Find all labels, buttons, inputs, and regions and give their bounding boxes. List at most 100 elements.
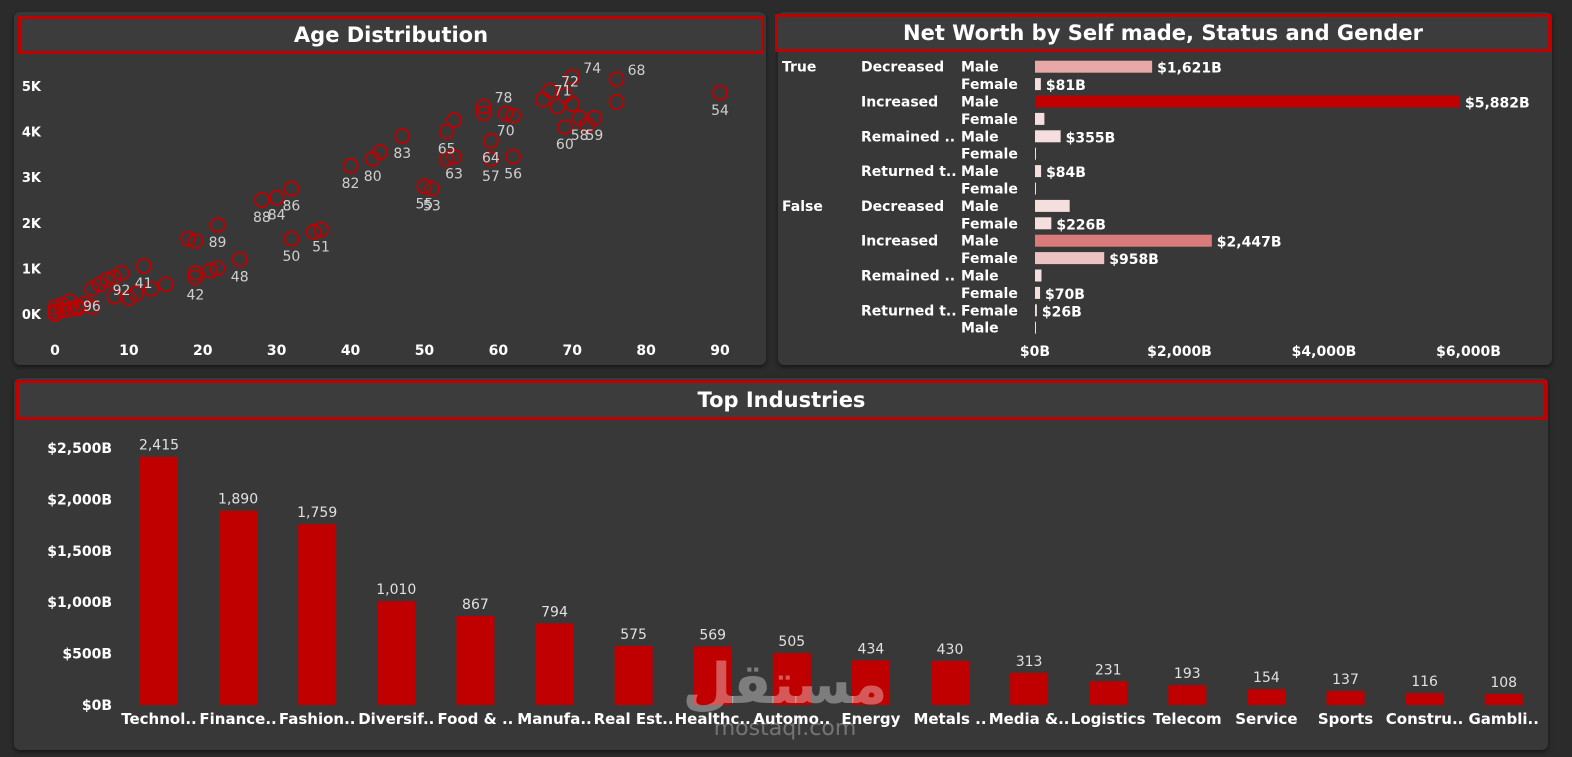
bar-value-label: 1,010 bbox=[376, 582, 416, 598]
bar-value-label: 569 bbox=[699, 628, 726, 644]
industry-bar bbox=[1089, 681, 1128, 705]
x-tick-label: 90 bbox=[710, 343, 730, 359]
x-tick-label: 20 bbox=[193, 343, 213, 359]
scatter-point bbox=[47, 299, 63, 316]
bar-value-label: 108 bbox=[1490, 675, 1517, 691]
industry-bar bbox=[140, 456, 178, 705]
bar-value-label: 1,890 bbox=[218, 492, 258, 508]
scatter-point bbox=[98, 271, 115, 288]
y-tick-label: $2,500B bbox=[47, 441, 112, 457]
y-tick-label: 5K bbox=[22, 80, 42, 95]
net-worth-bar bbox=[1035, 182, 1036, 195]
category-label: Constru.. bbox=[1386, 710, 1464, 728]
scatter-point bbox=[268, 189, 285, 206]
bar-value-label: 575 bbox=[620, 627, 647, 643]
scatter-point bbox=[416, 178, 433, 195]
scatter-point bbox=[372, 144, 389, 161]
y-tick-label: $1,000B bbox=[47, 595, 112, 611]
industry-bar bbox=[772, 653, 811, 705]
point-label: 41 bbox=[135, 276, 153, 292]
age-distribution-title: Age Distribution bbox=[18, 16, 764, 54]
status-label: Increased bbox=[861, 234, 938, 250]
bar-value-label: 505 bbox=[778, 634, 805, 650]
bar-value-label: 794 bbox=[541, 604, 568, 620]
point-label: 65 bbox=[438, 142, 456, 158]
x-tick-label: $4,000B bbox=[1292, 344, 1357, 360]
point-label: 96 bbox=[83, 299, 101, 315]
point-label: 60 bbox=[556, 137, 574, 153]
category-label: Gambli.. bbox=[1468, 710, 1538, 728]
y-tick-label: $0B bbox=[82, 698, 112, 714]
point-label: 58 bbox=[571, 128, 589, 144]
x-tick-label: 10 bbox=[119, 343, 139, 359]
gender-label: Male bbox=[961, 129, 999, 145]
point-label: 78 bbox=[495, 91, 513, 107]
point-label: 55 bbox=[416, 196, 434, 212]
net-worth-bar bbox=[1035, 112, 1045, 125]
scatter-point bbox=[446, 112, 462, 129]
net-worth-bar bbox=[1035, 165, 1042, 178]
industry-bar bbox=[1247, 689, 1286, 705]
industry-bar bbox=[298, 524, 337, 705]
x-tick-label: 70 bbox=[562, 343, 582, 359]
industry-bar bbox=[535, 623, 574, 705]
gender-label: Male bbox=[961, 269, 999, 285]
scatter-point bbox=[483, 151, 499, 167]
scatter-point bbox=[438, 123, 455, 140]
point-label: 57 bbox=[482, 169, 500, 185]
x-tick-label: $2,000B bbox=[1147, 344, 1212, 360]
gender-label: Male bbox=[961, 164, 999, 180]
top-industries-title: Top Industries bbox=[16, 380, 1547, 420]
gender-label: Female bbox=[961, 251, 1018, 267]
industry-bar bbox=[456, 615, 495, 705]
industry-bar bbox=[851, 660, 890, 705]
point-label: 74 bbox=[583, 61, 601, 77]
status-label: Remained .. bbox=[861, 129, 955, 145]
industry-bar bbox=[693, 646, 732, 705]
point-label: 48 bbox=[231, 269, 249, 285]
net-worth-bar bbox=[1035, 199, 1070, 212]
scatter-point bbox=[564, 96, 581, 113]
category-label: Media &.. bbox=[989, 710, 1070, 728]
bar-value-label: $70B bbox=[1045, 287, 1085, 303]
age-distribution-panel bbox=[14, 12, 766, 365]
scatter-point bbox=[313, 221, 329, 238]
scatter-point bbox=[608, 94, 625, 110]
category-label: Diversif.. bbox=[358, 710, 434, 728]
scatter-point bbox=[61, 301, 78, 318]
bar-value-label: 193 bbox=[1174, 666, 1201, 682]
x-tick-label: 30 bbox=[267, 343, 287, 359]
bar-value-label: 430 bbox=[937, 642, 964, 658]
category-label: Automo.. bbox=[753, 710, 830, 728]
scatter-point bbox=[76, 296, 93, 312]
scatter-point bbox=[549, 98, 566, 115]
scatter-point bbox=[187, 265, 204, 281]
scatter-point bbox=[253, 192, 270, 208]
category-label: Logistics bbox=[1071, 710, 1146, 728]
point-label: 83 bbox=[393, 146, 411, 162]
y-tick-label: 2K bbox=[22, 217, 42, 232]
industry-bar bbox=[1405, 693, 1444, 705]
bar-value-label: 867 bbox=[462, 597, 489, 613]
point-label: 68 bbox=[628, 63, 646, 79]
industry-bar bbox=[377, 601, 416, 705]
net-worth-bar bbox=[1035, 130, 1061, 143]
bar-value-label: 154 bbox=[1253, 670, 1280, 686]
category-label: Telecom bbox=[1153, 710, 1222, 728]
scatter-point bbox=[113, 265, 130, 281]
net-worth-bar bbox=[1035, 60, 1153, 73]
net-worth-bar bbox=[1035, 286, 1041, 299]
industry-bar bbox=[1484, 693, 1523, 705]
y-tick-label: 0K bbox=[22, 308, 42, 323]
y-tick-label: 4K bbox=[22, 126, 42, 141]
category-label: Fashion.. bbox=[279, 710, 356, 728]
bar-value-label: $355B bbox=[1066, 130, 1116, 146]
gender-label: Female bbox=[961, 286, 1018, 302]
y-tick-label: $500B bbox=[62, 647, 112, 663]
category-label: Manufa.. bbox=[517, 710, 591, 728]
bar-value-label: 116 bbox=[1411, 674, 1438, 690]
scatter-point bbox=[542, 82, 558, 99]
status-label: Returned t.. bbox=[861, 164, 957, 180]
net-worth-bar bbox=[1035, 321, 1036, 334]
y-tick-label: 1K bbox=[22, 262, 42, 277]
